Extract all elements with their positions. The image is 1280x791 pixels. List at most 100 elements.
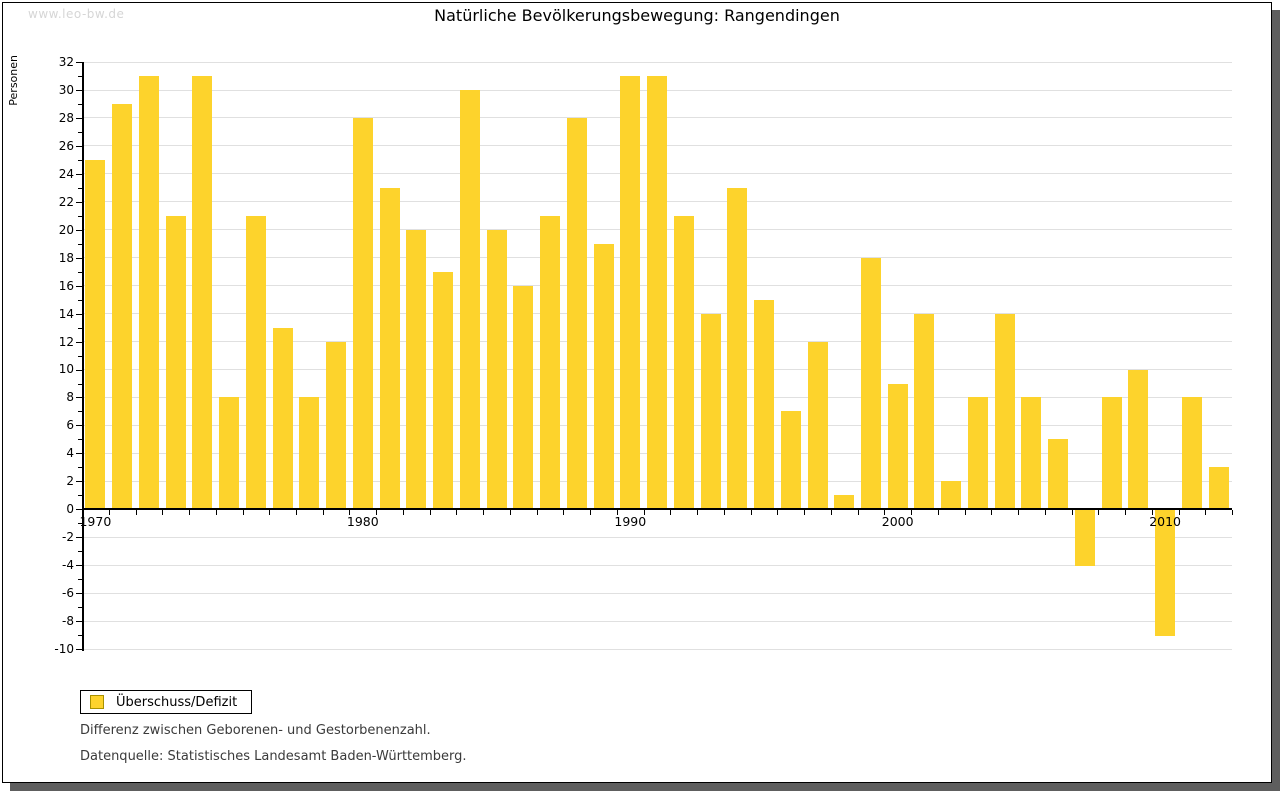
y-minor-tick-mark [78, 523, 82, 525]
x-tick-mark [349, 510, 351, 516]
bar [433, 271, 453, 510]
x-tick-mark [697, 510, 699, 516]
x-tick-mark [322, 510, 324, 516]
y-tick-label: 12 [58, 334, 74, 349]
x-tick-label: 1980 [346, 514, 379, 530]
x-tick-mark [911, 510, 913, 516]
x-tick-label: 2000 [881, 514, 914, 530]
x-tick-mark [643, 510, 645, 516]
y-tick-label: -4 [62, 558, 74, 573]
y-tick-mark [76, 481, 82, 483]
y-tick-mark [76, 341, 82, 343]
bar [887, 383, 908, 510]
bar [540, 215, 560, 510]
x-tick-mark [456, 510, 458, 516]
y-tick-mark [76, 313, 82, 315]
x-tick-mark [857, 510, 859, 516]
y-minor-tick-mark [78, 131, 82, 133]
y-tick-mark [76, 425, 82, 427]
y-minor-tick-mark [78, 76, 82, 77]
x-tick-mark [162, 510, 164, 516]
y-tick-label: 16 [58, 278, 74, 293]
y-minor-tick-mark [78, 299, 82, 301]
x-tick-label: 1970 [79, 514, 112, 530]
x-axis-line [82, 508, 1232, 511]
bar [1021, 397, 1042, 510]
y-axis-title: Personen [7, 55, 20, 106]
y-tick-label: 30 [58, 82, 74, 97]
bar [245, 215, 266, 510]
y-tick-label: -6 [62, 586, 74, 601]
x-tick-label: 1990 [614, 514, 647, 530]
x-tick-mark [1151, 510, 1153, 516]
bar [112, 103, 133, 510]
legend: Überschuss/Defizit [80, 690, 253, 714]
y-tick-mark [76, 145, 82, 147]
y-tick-label: 20 [58, 222, 74, 237]
x-tick-mark [616, 510, 618, 516]
y-tick-mark [76, 621, 82, 622]
bar [914, 313, 935, 510]
y-tick-mark [76, 257, 82, 259]
bar [219, 397, 240, 510]
y-minor-tick-mark [78, 355, 82, 357]
bar [326, 341, 347, 510]
x-tick-mark [1018, 510, 1019, 516]
y-minor-tick-mark [78, 243, 82, 245]
x-tick-mark [242, 510, 244, 516]
bar [834, 495, 855, 510]
bar [379, 187, 400, 510]
y-tick-label: -2 [62, 530, 74, 545]
y-axis-line [82, 62, 84, 651]
bar [272, 327, 293, 510]
x-tick-mark [590, 510, 592, 516]
y-minor-tick-mark [78, 103, 82, 105]
x-tick-mark [804, 510, 806, 516]
y-tick-mark [76, 229, 82, 231]
bar [1128, 369, 1149, 510]
y-minor-tick-mark [78, 327, 82, 329]
x-tick-label: 2010 [1149, 514, 1181, 530]
y-tick-label: 18 [58, 250, 74, 265]
gridline [82, 592, 1232, 594]
bar [165, 215, 186, 510]
gridline [82, 564, 1232, 566]
y-minor-tick-mark [78, 635, 82, 636]
y-minor-tick-mark [78, 495, 82, 497]
bar [1181, 397, 1202, 510]
x-tick-mark [483, 510, 485, 516]
bar [566, 117, 587, 510]
bar [299, 397, 320, 510]
x-tick-mark [429, 510, 431, 516]
legend-swatch [90, 695, 104, 709]
bar [941, 481, 962, 510]
y-minor-tick-mark [78, 215, 82, 217]
y-tick-mark [76, 453, 82, 455]
x-tick-mark [509, 510, 511, 516]
bar [727, 187, 748, 510]
bar [1101, 397, 1122, 510]
x-tick-mark [269, 510, 271, 516]
footnote-definition: Differenz zwischen Geborenen- und Gestor… [80, 723, 431, 738]
legend-label: Überschuss/Defizit [116, 694, 238, 710]
bar [647, 76, 667, 510]
y-tick-label: 22 [58, 194, 74, 209]
y-tick-label: 8 [66, 390, 74, 405]
x-tick-mark [884, 510, 886, 516]
chart-frame: www.leo-bw.de Natürliche Bevölkerungsbew… [2, 2, 1272, 783]
y-tick-mark [76, 565, 82, 567]
x-tick-mark [402, 510, 404, 516]
x-tick-mark [189, 510, 190, 516]
x-tick-mark [1071, 510, 1073, 516]
y-tick-label: 0 [66, 502, 74, 517]
y-tick-label: 10 [58, 362, 74, 377]
gridline [82, 620, 1232, 622]
x-tick-mark [1178, 510, 1180, 516]
y-tick-label: -8 [62, 614, 74, 629]
x-tick-mark [563, 510, 565, 516]
y-minor-tick-mark [78, 411, 82, 413]
bar [459, 90, 480, 510]
x-tick-mark [1205, 510, 1207, 516]
y-tick-mark [76, 90, 82, 91]
